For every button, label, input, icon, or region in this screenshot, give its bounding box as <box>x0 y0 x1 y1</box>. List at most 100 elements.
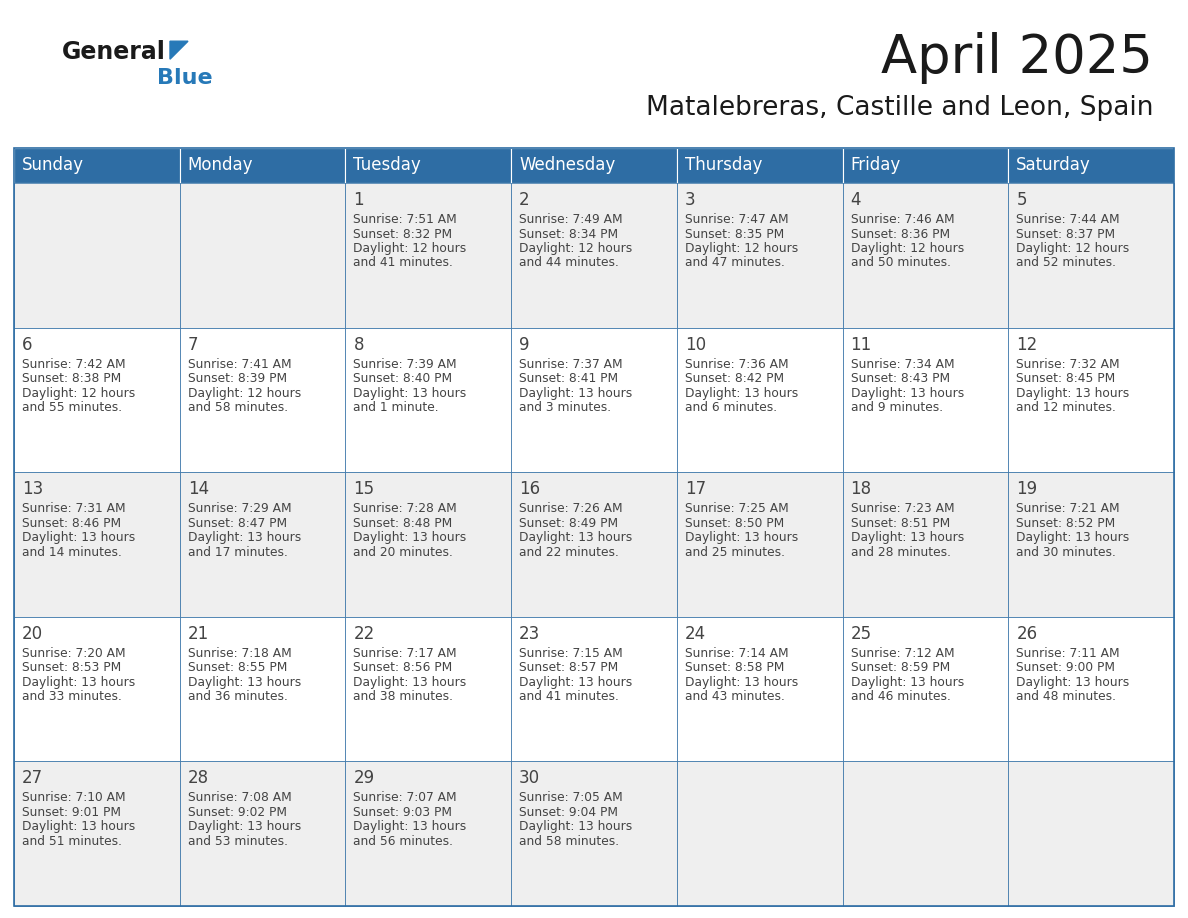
Text: April 2025: April 2025 <box>881 32 1154 84</box>
Bar <box>677 472 842 617</box>
Text: and 6 minutes.: and 6 minutes. <box>684 401 777 414</box>
Text: 11: 11 <box>851 336 872 353</box>
Text: 17: 17 <box>684 480 706 498</box>
Text: Sunset: 8:32 PM: Sunset: 8:32 PM <box>353 228 453 241</box>
Bar <box>14 328 179 472</box>
Text: Sunset: 8:56 PM: Sunset: 8:56 PM <box>353 661 453 675</box>
Text: 8: 8 <box>353 336 364 353</box>
Text: Sunrise: 7:23 AM: Sunrise: 7:23 AM <box>851 502 954 515</box>
Text: Friday: Friday <box>851 156 901 174</box>
Text: Sunrise: 7:34 AM: Sunrise: 7:34 AM <box>851 358 954 371</box>
Text: and 55 minutes.: and 55 minutes. <box>23 401 122 414</box>
Text: Sunrise: 7:44 AM: Sunrise: 7:44 AM <box>1016 213 1120 226</box>
Bar <box>1009 617 1174 761</box>
Text: Sunrise: 7:32 AM: Sunrise: 7:32 AM <box>1016 358 1120 371</box>
Text: Sunrise: 7:37 AM: Sunrise: 7:37 AM <box>519 358 623 371</box>
Bar <box>842 617 1009 761</box>
Text: Daylight: 12 hours: Daylight: 12 hours <box>519 242 632 255</box>
Text: Sunrise: 7:46 AM: Sunrise: 7:46 AM <box>851 213 954 226</box>
Text: and 48 minutes.: and 48 minutes. <box>1016 690 1117 703</box>
Text: Sunset: 8:40 PM: Sunset: 8:40 PM <box>353 372 453 385</box>
Bar <box>14 148 1174 906</box>
Text: Daylight: 13 hours: Daylight: 13 hours <box>519 532 632 544</box>
Bar <box>677 148 842 183</box>
Text: Daylight: 12 hours: Daylight: 12 hours <box>353 242 467 255</box>
Text: and 3 minutes.: and 3 minutes. <box>519 401 612 414</box>
Bar <box>346 761 511 906</box>
Text: Daylight: 13 hours: Daylight: 13 hours <box>23 821 135 834</box>
Text: 15: 15 <box>353 480 374 498</box>
Bar <box>179 761 346 906</box>
Text: and 44 minutes.: and 44 minutes. <box>519 256 619 270</box>
Text: and 33 minutes.: and 33 minutes. <box>23 690 122 703</box>
Text: Sunrise: 7:28 AM: Sunrise: 7:28 AM <box>353 502 457 515</box>
Text: Sunset: 8:51 PM: Sunset: 8:51 PM <box>851 517 950 530</box>
Text: Sunset: 8:43 PM: Sunset: 8:43 PM <box>851 372 949 385</box>
Text: Sunset: 8:48 PM: Sunset: 8:48 PM <box>353 517 453 530</box>
Text: Sunrise: 7:12 AM: Sunrise: 7:12 AM <box>851 647 954 660</box>
Text: and 47 minutes.: and 47 minutes. <box>684 256 785 270</box>
Text: Sunset: 8:37 PM: Sunset: 8:37 PM <box>1016 228 1116 241</box>
Text: and 17 minutes.: and 17 minutes. <box>188 545 287 559</box>
Text: Sunrise: 7:17 AM: Sunrise: 7:17 AM <box>353 647 457 660</box>
Text: Sunrise: 7:14 AM: Sunrise: 7:14 AM <box>684 647 789 660</box>
Text: Daylight: 13 hours: Daylight: 13 hours <box>188 676 301 688</box>
Text: 6: 6 <box>23 336 32 353</box>
Text: and 52 minutes.: and 52 minutes. <box>1016 256 1117 270</box>
Text: 16: 16 <box>519 480 541 498</box>
Text: Daylight: 13 hours: Daylight: 13 hours <box>684 532 798 544</box>
Text: Sunset: 8:41 PM: Sunset: 8:41 PM <box>519 372 618 385</box>
Bar <box>179 328 346 472</box>
Text: Sunset: 8:55 PM: Sunset: 8:55 PM <box>188 661 287 675</box>
Text: Daylight: 13 hours: Daylight: 13 hours <box>188 532 301 544</box>
Bar <box>346 183 511 328</box>
Text: 27: 27 <box>23 769 43 788</box>
Bar <box>677 617 842 761</box>
Text: Sunrise: 7:20 AM: Sunrise: 7:20 AM <box>23 647 126 660</box>
Text: Daylight: 13 hours: Daylight: 13 hours <box>851 386 963 399</box>
Text: and 28 minutes.: and 28 minutes. <box>851 545 950 559</box>
Text: Daylight: 12 hours: Daylight: 12 hours <box>851 242 963 255</box>
Text: Sunset: 8:59 PM: Sunset: 8:59 PM <box>851 661 950 675</box>
Text: and 41 minutes.: and 41 minutes. <box>353 256 454 270</box>
Bar <box>677 183 842 328</box>
Text: Sunrise: 7:08 AM: Sunrise: 7:08 AM <box>188 791 291 804</box>
Text: and 1 minute.: and 1 minute. <box>353 401 440 414</box>
Text: Daylight: 13 hours: Daylight: 13 hours <box>519 676 632 688</box>
Bar <box>677 761 842 906</box>
Text: Matalebreras, Castille and Leon, Spain: Matalebreras, Castille and Leon, Spain <box>645 95 1154 121</box>
Text: 30: 30 <box>519 769 541 788</box>
Polygon shape <box>170 41 188 59</box>
Text: and 22 minutes.: and 22 minutes. <box>519 545 619 559</box>
Text: Sunday: Sunday <box>23 156 84 174</box>
Text: Daylight: 13 hours: Daylight: 13 hours <box>1016 386 1130 399</box>
Text: Daylight: 13 hours: Daylight: 13 hours <box>353 676 467 688</box>
Text: 28: 28 <box>188 769 209 788</box>
Bar <box>14 183 179 328</box>
Text: Daylight: 13 hours: Daylight: 13 hours <box>1016 532 1130 544</box>
Text: Sunrise: 7:15 AM: Sunrise: 7:15 AM <box>519 647 623 660</box>
Text: 24: 24 <box>684 625 706 643</box>
Text: Daylight: 13 hours: Daylight: 13 hours <box>1016 676 1130 688</box>
Text: Sunset: 8:58 PM: Sunset: 8:58 PM <box>684 661 784 675</box>
Bar <box>511 183 677 328</box>
Text: Daylight: 13 hours: Daylight: 13 hours <box>353 532 467 544</box>
Text: Daylight: 12 hours: Daylight: 12 hours <box>1016 242 1130 255</box>
Text: Daylight: 13 hours: Daylight: 13 hours <box>684 386 798 399</box>
Text: 9: 9 <box>519 336 530 353</box>
Bar <box>14 148 179 183</box>
Text: 21: 21 <box>188 625 209 643</box>
Bar <box>511 328 677 472</box>
Text: Sunrise: 7:11 AM: Sunrise: 7:11 AM <box>1016 647 1120 660</box>
Bar <box>842 761 1009 906</box>
Text: Sunrise: 7:29 AM: Sunrise: 7:29 AM <box>188 502 291 515</box>
Text: 19: 19 <box>1016 480 1037 498</box>
Text: Sunset: 8:47 PM: Sunset: 8:47 PM <box>188 517 286 530</box>
Text: 7: 7 <box>188 336 198 353</box>
Text: Sunrise: 7:49 AM: Sunrise: 7:49 AM <box>519 213 623 226</box>
Text: Sunset: 9:01 PM: Sunset: 9:01 PM <box>23 806 121 819</box>
Text: Sunset: 8:50 PM: Sunset: 8:50 PM <box>684 517 784 530</box>
Text: Daylight: 13 hours: Daylight: 13 hours <box>23 676 135 688</box>
Text: 23: 23 <box>519 625 541 643</box>
Text: 18: 18 <box>851 480 872 498</box>
